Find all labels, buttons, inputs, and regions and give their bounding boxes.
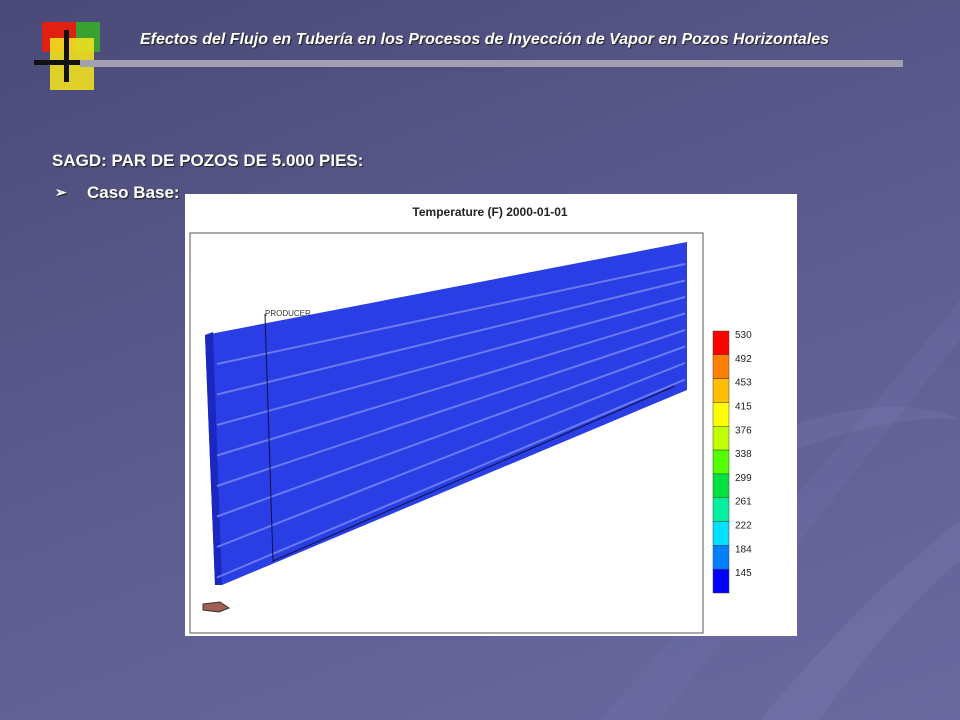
reservoir-layer: [216, 279, 686, 396]
legend-swatch: [712, 545, 730, 570]
legend-swatch: [712, 521, 730, 546]
reservoir-layer: [216, 312, 686, 457]
legend-swatch: [712, 354, 730, 379]
reservoir: [205, 242, 687, 585]
legend-label: 530: [735, 330, 752, 341]
legend-label: 299: [735, 473, 752, 484]
well-label: PRODUCER: [265, 309, 311, 318]
legend-swatch: [712, 426, 730, 451]
legend-label: 222: [735, 521, 752, 532]
legend-label: 261: [735, 497, 752, 508]
figure-title: Temperature (F) 2000-01-01: [412, 205, 568, 219]
figure: Temperature (F) 2000-01-01 PRODUCER 530 4…: [185, 194, 797, 636]
legend-swatch: [712, 449, 730, 475]
axis-icon: [202, 601, 231, 613]
legend-swatch: [712, 402, 730, 427]
legend-swatch: [712, 330, 730, 356]
legend-label: 492: [735, 354, 752, 365]
legend-label: 415: [735, 401, 752, 412]
reservoir-layer: [216, 263, 686, 365]
bullet-icon: ➢: [55, 184, 67, 200]
legend-swatch: [712, 568, 730, 594]
legend-label: 184: [735, 544, 752, 555]
slide-title: Efectos del Flujo en Tubería en los Proc…: [140, 31, 830, 48]
reservoir-layer: [216, 345, 686, 518]
reservoir-layer: [216, 329, 686, 487]
legend-swatch: [712, 497, 730, 522]
heading: SAGD: PAR DE POZOS DE 5.000 PIES:: [52, 151, 364, 170]
reservoir-layer: [216, 378, 686, 579]
legend-label: 453: [735, 378, 752, 389]
reservoir-layer: [216, 362, 686, 548]
plot-frame: [189, 232, 704, 634]
legend-swatch: [712, 378, 730, 403]
legend-swatch: [712, 473, 730, 498]
legend-label: 376: [735, 425, 752, 436]
bullet: Caso Base:: [87, 183, 180, 202]
legend-label: 338: [735, 449, 752, 460]
legend-label: 145: [735, 568, 752, 579]
reservoir-layer: [216, 296, 686, 426]
